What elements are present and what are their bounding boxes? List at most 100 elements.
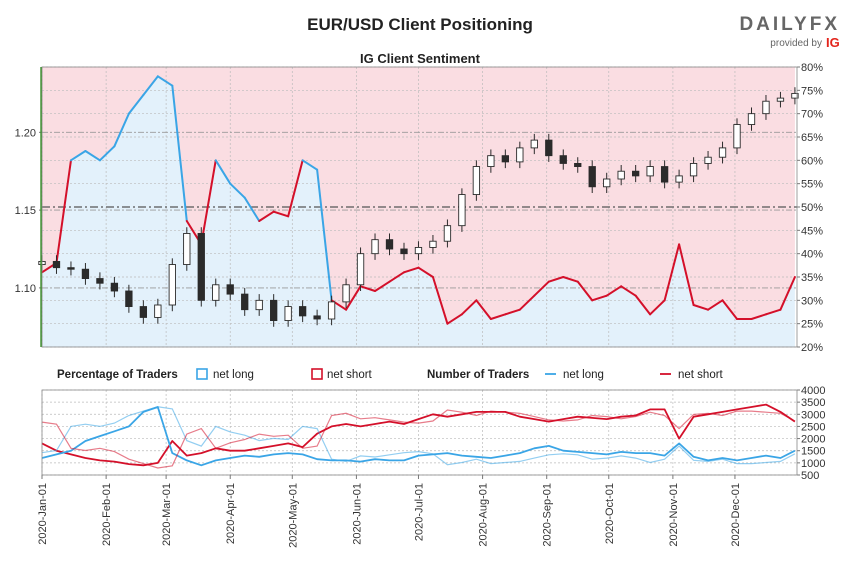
candle-body — [371, 239, 379, 255]
candle-body — [270, 299, 278, 322]
sentiment-segment — [214, 159, 232, 185]
legend-pct-short-swatch — [311, 368, 323, 380]
sentiment-segment — [359, 285, 377, 292]
candle-body — [603, 178, 611, 188]
candle-body — [356, 253, 365, 286]
chart-subtitle: IG Client Sentiment — [360, 51, 481, 66]
x-tick-label: 2020-Oct-01 — [604, 483, 616, 544]
candle-body — [632, 170, 640, 177]
sentiment-segment — [55, 159, 72, 264]
candle-body — [791, 92, 799, 99]
candle-body — [139, 306, 148, 318]
legend-number-heading: Number of Traders — [427, 369, 529, 381]
sentiment-segment — [779, 276, 796, 311]
candle-body — [400, 248, 408, 255]
sentiment-segment — [460, 299, 478, 316]
count-tick-label: 3500 — [801, 397, 825, 409]
upper-frame — [41, 66, 798, 348]
sentiment-segment — [272, 210, 290, 218]
net-short-pct-line — [41, 409, 796, 469]
candle-body — [52, 260, 61, 269]
sentiment-segment — [374, 280, 391, 292]
candle-body — [718, 147, 727, 158]
candle-body — [472, 166, 481, 196]
brand-ig: IG — [826, 35, 840, 50]
count-tick-label: 4000 — [801, 385, 825, 397]
date-axis: 2020-Jan-01 2020-Feb-01 2020-Mar-01 2020-Ap… — [37, 475, 742, 548]
y2-tick-label: 35% — [801, 272, 823, 284]
sentiment-segment — [243, 196, 261, 222]
y2-tick-label: 65% — [801, 132, 823, 144]
sentiment-segment — [649, 299, 666, 316]
count-tick-label: 1000 — [801, 458, 825, 470]
y2-tick-label: 40% — [801, 249, 823, 261]
sentiment-segment — [200, 159, 217, 246]
net-long-count-line — [41, 406, 796, 467]
candle-body — [183, 232, 191, 266]
legend-row: Percentage of Traders net long net short… — [57, 368, 724, 381]
y2-tick-label: 25% — [801, 319, 823, 331]
sentiment-segment — [663, 243, 681, 302]
y2-tick-label: 70% — [801, 109, 823, 121]
x-tick-label: 2020-Jul-01 — [413, 483, 425, 541]
legend-pct-net-short: net short — [327, 369, 373, 381]
sentiment-segment — [127, 94, 145, 115]
y-tick-label: 1.15 — [15, 205, 36, 217]
count-tick-label: 1500 — [801, 446, 825, 458]
x-tick-label: 2020-Apr-01 — [225, 483, 237, 544]
candle-body — [689, 162, 698, 177]
sentiment-panel: 20% 25% 30% 35% 40% 45% 50% 55% 60% 65% 70% 75% 80% 1… — [15, 62, 824, 354]
y2-tick-label: 50% — [801, 202, 823, 214]
x-tick-label: 2020-Mar-01 — [161, 483, 173, 546]
candle-body — [327, 301, 336, 320]
sentiment-segment — [258, 210, 275, 222]
candle-body — [501, 155, 509, 163]
sentiment-segment — [750, 313, 767, 320]
candle-body — [530, 139, 538, 149]
candle-body — [559, 155, 567, 164]
candle-body — [762, 100, 770, 115]
sentiment-segment — [605, 285, 623, 297]
candle-body — [487, 155, 495, 168]
y2-tick-label: 20% — [801, 342, 823, 354]
candle-body — [168, 264, 176, 306]
y-tick-label: 1.10 — [15, 283, 36, 295]
sentiment-segment — [113, 112, 130, 148]
sentiment-segment — [504, 308, 521, 316]
candle-body — [776, 97, 785, 102]
candle-body — [154, 304, 162, 318]
sentiment-segment — [533, 280, 550, 297]
y2-tick-label: 80% — [801, 62, 823, 74]
sentiment-segment — [388, 271, 405, 283]
candle-body — [733, 124, 741, 149]
x-tick-label: 2020-Nov-01 — [668, 483, 680, 547]
sentiment-segment — [84, 150, 101, 162]
sentiment-segment — [576, 280, 594, 302]
sentiment-segment — [620, 285, 637, 297]
candle-body — [67, 267, 75, 270]
candle-body — [81, 268, 90, 280]
x-tick-label: 2020-May-01 — [287, 483, 299, 548]
x-tick-label: 2020-Jan-01 — [37, 483, 49, 545]
candle-body — [675, 175, 683, 183]
candle-body — [414, 246, 423, 255]
candle-body — [588, 166, 596, 188]
candle-body — [429, 240, 437, 248]
candle-body — [385, 239, 394, 250]
sentiment-segment — [142, 75, 159, 96]
candle-body — [574, 162, 582, 168]
sentiment-segment — [316, 168, 333, 302]
chart-title: EUR/USD Client Positioning — [307, 15, 533, 34]
legend-pct-net-long: net long — [213, 369, 254, 381]
sentiment-segment — [69, 150, 87, 162]
sentiment-segment — [678, 243, 695, 306]
sentiment-segment — [156, 75, 174, 87]
count-tick-label: 2000 — [801, 434, 825, 446]
sentiment-segment — [707, 299, 724, 311]
count-tick-label: 500 — [801, 470, 819, 482]
candle-body — [646, 166, 654, 177]
candle-body — [704, 156, 712, 164]
candle-body — [284, 306, 292, 322]
